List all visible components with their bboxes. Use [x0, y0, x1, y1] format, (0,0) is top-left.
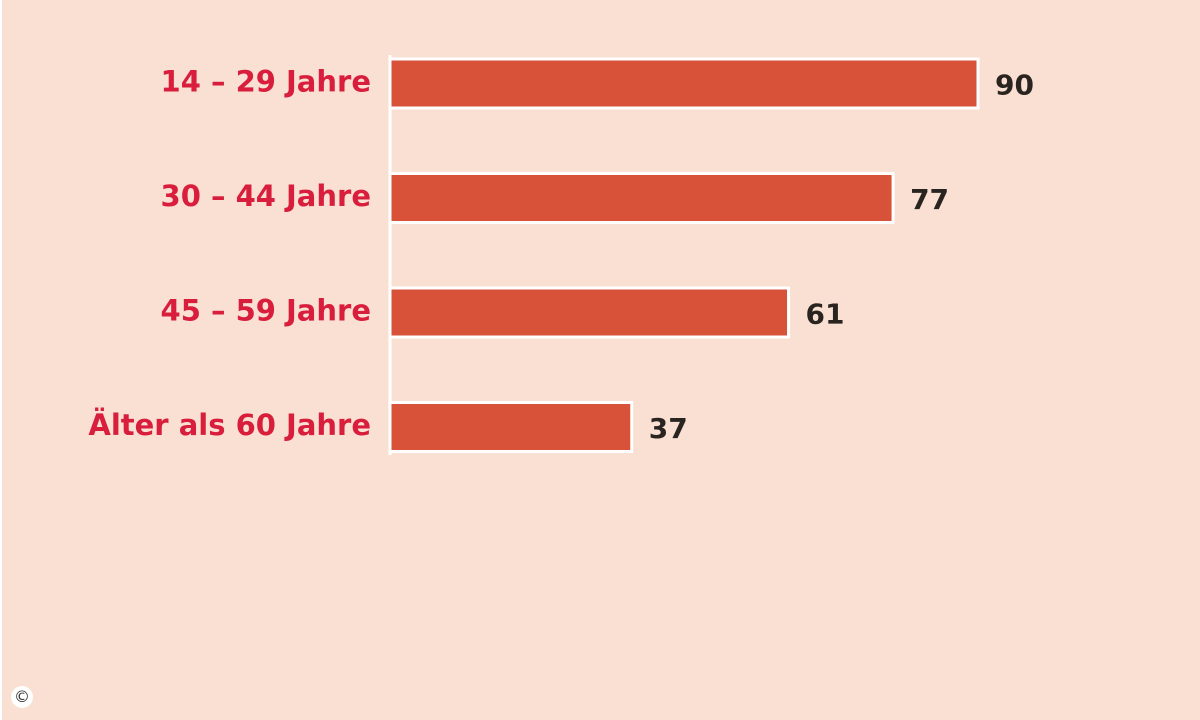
value-label-2: 61	[806, 298, 845, 331]
category-label-3: Älter als 60 Jahre	[88, 408, 371, 442]
value-label-3: 37	[649, 412, 688, 445]
labels-layer: 14 – 29 Jahre 90 30 – 44 Jahre 77 45 – 59 Ja…	[88, 65, 1034, 446]
category-label-0: 14 – 29 Jahre	[161, 65, 371, 99]
value-label-1: 77	[910, 183, 949, 216]
bar-0	[388, 57, 980, 110]
bar-1	[388, 172, 895, 224]
left-border	[0, 0, 2, 720]
copyright-icon: ©	[11, 686, 33, 708]
bar-3	[388, 401, 634, 453]
bar-2	[388, 286, 791, 339]
value-label-0: 90	[995, 69, 1034, 102]
bars-layer	[388, 57, 980, 453]
category-label-1: 30 – 44 Jahre	[161, 179, 371, 213]
category-label-2: 45 – 59 Jahre	[161, 294, 371, 328]
